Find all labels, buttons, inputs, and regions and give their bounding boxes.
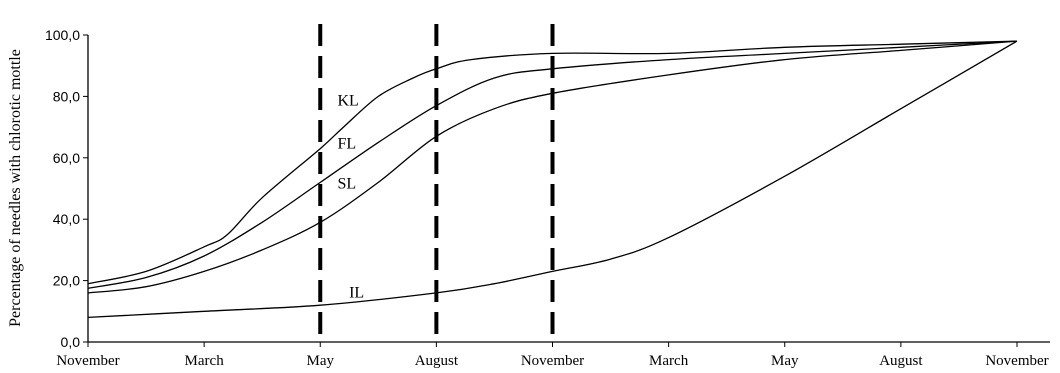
x-tick-label: March xyxy=(185,353,225,369)
x-tick-label: August xyxy=(879,353,923,369)
series-line-fl xyxy=(87,40,1018,289)
x-tick-label: May xyxy=(771,353,799,369)
series-line-il xyxy=(87,40,1018,319)
series-label-sl: SL xyxy=(337,176,356,193)
y-tick-label: 100,0 xyxy=(45,27,80,43)
x-tick-label: August xyxy=(415,353,459,369)
y-tick-label: 80,0 xyxy=(53,88,80,104)
series-label-kl: KL xyxy=(337,93,358,110)
x-tick-label: May xyxy=(307,353,335,369)
series-label-il: IL xyxy=(349,284,364,301)
series-line-sl xyxy=(87,40,1018,294)
series-label-fl: FL xyxy=(337,136,356,153)
series-line-kl xyxy=(87,40,1018,285)
y-tick-label: 60,0 xyxy=(53,150,80,166)
x-tick-label: November xyxy=(56,353,119,369)
x-tick-label: March xyxy=(649,353,689,369)
y-tick-label: 20,0 xyxy=(53,273,80,289)
plot-area: 0,0 20,0 40,0 60,0 80,0 100,0 November March May… xyxy=(45,24,1050,369)
x-tick-label: November xyxy=(521,353,584,369)
y-tick-label: 40,0 xyxy=(53,211,80,227)
y-axis-title: Percentage of needles with chlorotic mot… xyxy=(7,49,24,327)
x-tick-label: November xyxy=(985,353,1048,369)
y-tick-label: 0,0 xyxy=(61,334,81,350)
